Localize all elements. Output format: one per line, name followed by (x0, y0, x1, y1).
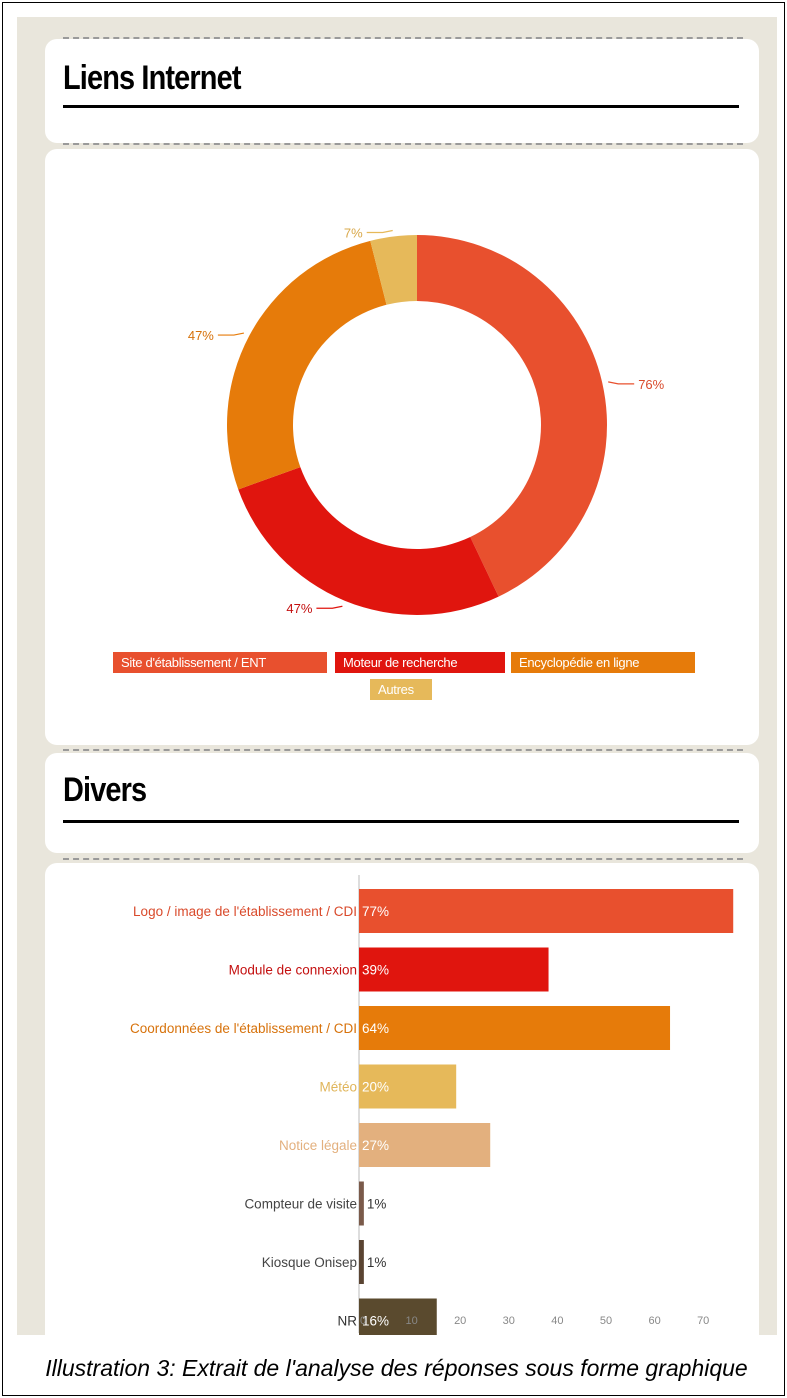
bar-value-label: 16% (362, 1314, 389, 1329)
bar-category-label: Coordonnées de l'établissement / CDI (130, 1021, 357, 1036)
bar (359, 1006, 671, 1050)
figure-caption: Illustration 3: Extrait de l'analyse des… (45, 1355, 748, 1381)
donut-leader-line (316, 605, 343, 609)
legend-item: Encyclopédie en ligne (511, 652, 695, 673)
title-underline (63, 105, 739, 108)
legend-item: Autres (370, 679, 432, 700)
bar-value-label: 20% (362, 1080, 389, 1095)
section-title-misc: Divers (63, 771, 147, 809)
legend-item: Moteur de recherche (335, 652, 505, 673)
donut-slice (238, 467, 499, 615)
donut-data-label: 76% (638, 377, 664, 392)
dashed-separator (63, 749, 743, 751)
x-tick-label: 10 (405, 1315, 417, 1327)
x-tick-label: 50 (600, 1315, 612, 1327)
x-tick-label: 0 (360, 1315, 366, 1327)
bar-value-label: 1% (367, 1197, 387, 1212)
dashed-separator (63, 37, 743, 39)
x-tick-label: 30 (503, 1315, 515, 1327)
donut-slice (417, 235, 608, 597)
donut-leader-line (217, 332, 245, 336)
bar-category-label: Météo (319, 1080, 357, 1095)
misc-title-card (45, 753, 759, 853)
legend-item: Site d'établissement / ENT (113, 652, 327, 673)
x-tick-label: 40 (551, 1315, 563, 1327)
bar-chart: Logo / image de l'établissement / CDI 77%… (130, 875, 734, 1335)
bar (359, 947, 549, 992)
bar-value-label: 27% (362, 1138, 389, 1153)
x-tick-label: 70 (697, 1315, 709, 1327)
donut-chart: 76% 47% 47% 7% (188, 226, 665, 617)
bar (359, 1123, 491, 1167)
donut-slice (227, 240, 387, 490)
x-tick-label: 20 (454, 1315, 466, 1327)
bar-value-label: 1% (367, 1255, 387, 1270)
bar (359, 1064, 457, 1109)
links-title-card (45, 39, 759, 143)
donut-data-label: 47% (188, 328, 214, 343)
donut-data-label: 47% (286, 601, 312, 616)
donut-data-label: 7% (344, 226, 363, 241)
bar-category-label: Logo / image de l'établissement / CDI (133, 904, 357, 919)
donut-leader-line (366, 229, 393, 234)
bar (359, 1240, 364, 1284)
dashed-separator (63, 858, 743, 860)
bar-category-label: Notice légale (279, 1138, 357, 1153)
bar (359, 1181, 364, 1226)
bar (359, 889, 734, 933)
bar-category-label: Module de connexion (229, 963, 357, 978)
bar-value-label: 77% (362, 904, 389, 919)
donut-slice (370, 235, 417, 305)
bar-value-label: 64% (362, 1021, 389, 1036)
bar-category-label: NR (338, 1314, 358, 1329)
bar-category-label: Kiosque Onisep (262, 1255, 357, 1270)
section-title-links: Liens Internet (63, 59, 241, 97)
report-page: Liens Internet 76% 47% 47% 7% Site d'établi… (17, 17, 777, 1335)
bar (359, 1298, 437, 1335)
x-tick-label: 60 (648, 1315, 660, 1327)
dashed-separator (63, 143, 743, 145)
donut-leader-line (608, 381, 635, 385)
bar-value-label: 39% (362, 963, 389, 978)
bar-category-label: Compteur de visite (244, 1197, 357, 1212)
title-underline (63, 820, 739, 823)
